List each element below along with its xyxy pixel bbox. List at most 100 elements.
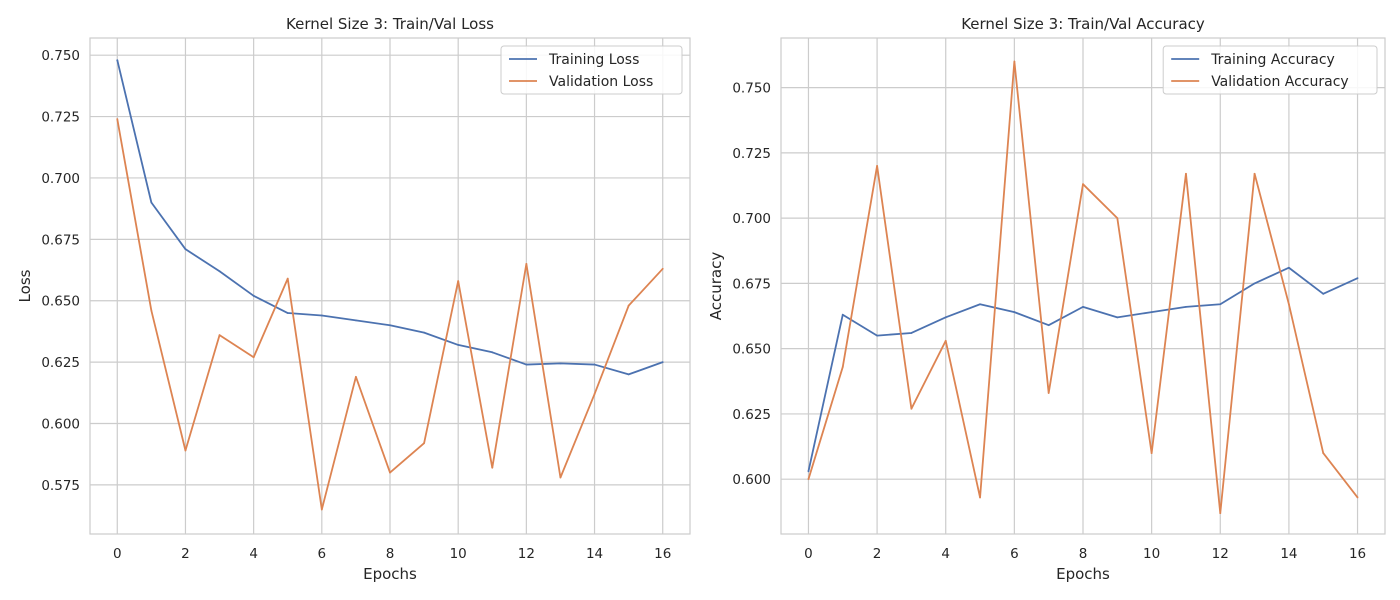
data-point — [944, 339, 947, 342]
x-axis-label: Epochs — [1056, 565, 1110, 583]
x-tick-label: 10 — [1143, 546, 1160, 562]
data-point — [218, 270, 221, 273]
chart-title: Kernel Size 3: Train/Val Loss — [286, 15, 494, 33]
data-point — [423, 442, 425, 445]
data-point — [355, 319, 357, 322]
x-tick-label: 8 — [386, 546, 395, 562]
data-point — [1185, 305, 1187, 308]
chart-title: Kernel Size 3: Train/Val Accuracy — [961, 15, 1205, 33]
data-point — [389, 471, 391, 474]
x-tick-label: 14 — [1280, 546, 1297, 562]
y-tick-label: 0.750 — [732, 81, 771, 97]
data-point — [910, 407, 913, 410]
data-point — [423, 331, 425, 334]
data-point — [1150, 452, 1153, 454]
legend-label: Training Loss — [548, 52, 639, 68]
data-point — [491, 351, 494, 354]
plot-frame — [780, 37, 1386, 535]
x-tick-label: 0 — [113, 546, 122, 562]
data-point — [252, 294, 255, 297]
data-point — [252, 356, 255, 359]
y-tick-label: 0.625 — [41, 355, 80, 371]
y-tick-label: 0.575 — [41, 478, 80, 494]
data-point — [1219, 303, 1222, 306]
data-point — [457, 344, 460, 346]
x-tick-label: 10 — [450, 546, 467, 562]
data-point — [559, 476, 562, 479]
data-point — [286, 312, 289, 314]
data-point — [593, 363, 596, 366]
data-point — [944, 316, 947, 319]
data-point — [320, 314, 323, 317]
data-point — [1116, 316, 1119, 319]
x-tick-label: 6 — [1010, 546, 1019, 562]
data-point — [841, 313, 844, 316]
y-tick-label: 0.700 — [41, 171, 80, 187]
x-tick-label: 4 — [941, 546, 950, 562]
data-point — [661, 361, 664, 364]
data-point — [593, 393, 596, 395]
legend: Training Accuracy Validation Accuracy — [1162, 45, 1378, 95]
x-tick-label: 2 — [873, 546, 882, 562]
data-point — [1150, 311, 1153, 314]
data-point — [841, 366, 844, 368]
y-tick-label: 0.600 — [41, 417, 80, 433]
data-point — [1047, 392, 1050, 394]
data-point — [150, 201, 153, 204]
x-tick-label: 16 — [1349, 546, 1366, 562]
data-point — [1288, 303, 1290, 306]
data-point — [661, 267, 664, 270]
x-tick-label: 14 — [586, 546, 603, 562]
y-tick-label: 0.650 — [732, 342, 771, 358]
data-point — [218, 334, 221, 337]
y-tick-label: 0.725 — [732, 146, 771, 162]
legend: Training Loss Validation Loss — [500, 45, 683, 95]
legend-label: Training Accuracy — [1210, 52, 1335, 68]
data-point — [184, 248, 187, 251]
data-point — [150, 309, 153, 312]
accuracy-chart: 0 2 4 6 8 10 12 14 16 0.600 0.625 0.650 0.675 0.700 0.… — [707, 15, 1386, 583]
data-point — [876, 334, 878, 337]
data-point — [184, 449, 187, 452]
data-point — [1013, 311, 1016, 314]
x-axis-label: Epochs — [363, 565, 417, 583]
data-point — [320, 508, 323, 511]
data-point — [1322, 292, 1325, 295]
data-point — [1219, 512, 1222, 515]
data-point — [1356, 277, 1359, 280]
data-point — [1013, 60, 1016, 63]
data-point — [491, 466, 494, 469]
data-point — [1082, 183, 1084, 186]
y-axis-label: Loss — [16, 269, 34, 302]
x-tick-label: 8 — [1079, 546, 1088, 562]
data-point — [1288, 266, 1290, 269]
data-point — [979, 303, 981, 306]
x-tick-label: 0 — [804, 546, 813, 562]
legend-box — [1162, 45, 1378, 95]
y-tick-label: 0.600 — [732, 472, 771, 488]
data-point — [1082, 305, 1084, 308]
data-point — [286, 277, 289, 280]
legend-label: Validation Accuracy — [1211, 74, 1349, 90]
data-point — [1116, 217, 1119, 220]
x-tick-label: 12 — [1212, 546, 1229, 562]
data-point — [525, 263, 528, 265]
data-point — [525, 363, 528, 366]
x-tick-label: 6 — [318, 546, 327, 562]
y-tick-label: 0.625 — [732, 407, 771, 423]
y-tick-label: 0.700 — [732, 211, 771, 227]
data-point — [876, 165, 878, 167]
y-tick-label: 0.750 — [41, 48, 80, 64]
data-point — [979, 496, 981, 499]
data-point — [627, 373, 630, 376]
data-point — [1185, 172, 1187, 175]
data-point — [807, 470, 810, 473]
legend-box — [500, 45, 683, 95]
data-point — [1356, 496, 1359, 499]
x-tick-label: 16 — [654, 546, 671, 562]
loss-chart: 0 2 4 6 8 10 12 14 16 0.575 0.600 0.625 0.650 0.675 0.… — [16, 15, 691, 583]
y-tick-label: 0.675 — [41, 232, 80, 248]
data-point — [807, 478, 810, 481]
data-point — [910, 332, 913, 334]
data-point — [355, 375, 357, 378]
